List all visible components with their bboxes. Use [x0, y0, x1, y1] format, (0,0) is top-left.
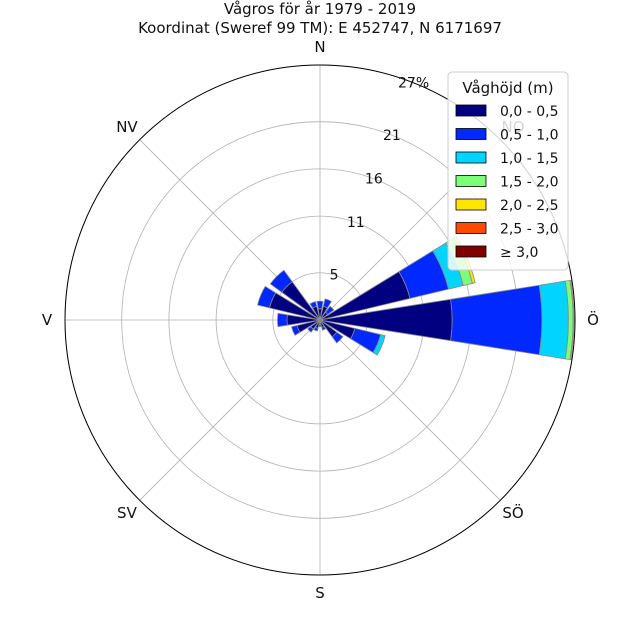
radial-tick-0: 5: [330, 267, 339, 283]
legend-label-4: 2,0 - 2,5: [500, 198, 558, 214]
rose-bar-9-1: [313, 326, 319, 332]
rose-bar-11-1: [291, 325, 301, 336]
legend-label-2: 1,0 - 1,5: [500, 151, 558, 167]
rose-bar-12-1: [277, 312, 288, 328]
legend-label-5: 2,5 - 3,0: [500, 222, 558, 238]
rose-bars: [257, 236, 575, 361]
radial-tick-1: 11: [347, 215, 365, 231]
rose-bar-0-1: [316, 300, 324, 310]
grid-spoke-3: [319, 319, 501, 501]
rose-bar-14-1: [269, 269, 293, 293]
direction-label-6: V: [42, 311, 53, 329]
chart-subtitle: Koordinat (Sweref 99 TM): E 452747, N 61…: [138, 19, 502, 37]
radial-tick-4: 27%: [398, 75, 429, 91]
legend-title: Våghöjd (m): [462, 79, 553, 97]
rose-bar-4-2: [538, 280, 569, 360]
legend-label-1: 0,5 - 1,0: [500, 128, 558, 144]
legend-swatch-6: [455, 245, 487, 258]
direction-label-7: NV: [116, 118, 138, 136]
rose-bar-10-1: [307, 326, 314, 333]
rose-bar-4-1: [450, 284, 543, 356]
legend-swatch-4: [455, 198, 487, 211]
legend-swatch-3: [455, 175, 487, 187]
legend-swatch-0: [455, 104, 487, 117]
legend-box: [447, 71, 569, 271]
rose-bar-1-1: [322, 298, 332, 309]
legend-label-6: ≥ 3,0: [500, 245, 538, 261]
rose-bar-2-1: [324, 305, 335, 316]
rose-bar-5-2: [372, 334, 386, 356]
direction-label-5: SV: [117, 504, 138, 522]
legend-label-3: 1,5 - 2,0: [500, 175, 558, 191]
rose-bar-15-1: [309, 301, 318, 309]
legend-label-0: 0,0 - 0,5: [500, 104, 558, 120]
direction-label-0: N: [314, 38, 325, 56]
direction-label-2: Ö: [587, 310, 599, 329]
outer-ring: [64, 64, 576, 576]
legend-swatch-2: [455, 151, 487, 164]
rose-bar-6-1: [331, 331, 344, 344]
radial-tick-3: 21: [383, 128, 401, 144]
chart-title: Vågros för år 1979 - 2019: [224, 0, 416, 18]
rose-bar-7-1: [321, 325, 326, 331]
legend-swatch-5: [455, 222, 487, 234]
grid-spoke-5: [139, 319, 321, 501]
radial-tick-2: 16: [365, 171, 383, 187]
radial-tick-labels: 5 11 16 21 27%: [330, 75, 430, 283]
rose-bar-8-1: [318, 324, 322, 328]
rose-bar-13-1: [257, 285, 277, 309]
direction-label-4: S: [315, 584, 325, 602]
rose-bar-4-4: [569, 279, 575, 361]
legend-swatch-1: [455, 128, 487, 140]
legend: Våghöjd (m) 0,0 - 0,5 0,5 - 1,0 1,0 - 1,5 1,…: [447, 71, 569, 271]
direction-label-3: SÖ: [502, 503, 523, 522]
